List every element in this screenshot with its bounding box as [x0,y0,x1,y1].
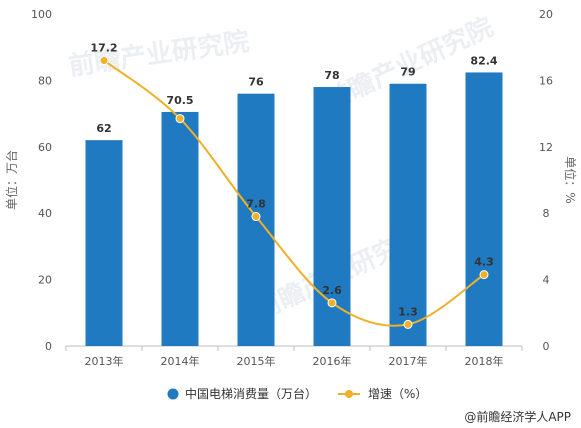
line-value-label: 4.3 [474,256,494,269]
x-tick-label: 2014年 [161,354,200,368]
bar [85,140,123,346]
y-right-tick-label: 16 [539,74,553,87]
y-left-tick-label: 40 [38,207,52,220]
bar-series [85,72,503,347]
y-right-tick-label: 12 [539,141,553,154]
bar-value-label: 82.4 [470,54,497,67]
y-left-axis-title: 单位：万台 [4,150,19,210]
x-tick-label: 2016年 [313,354,352,368]
legend-line-label: 增速（%） [368,387,427,401]
line-point [403,319,413,329]
line-value-label: 2.6 [322,284,342,297]
line-point [251,212,261,222]
line-value-label: 7.8 [246,198,266,211]
y-left-tick-label: 80 [38,74,52,87]
x-tick-label: 2017年 [389,354,428,368]
x-tick-label: 2018年 [465,354,504,368]
line-series [99,55,489,329]
bar [389,83,427,346]
y-left-tick-label: 0 [45,340,52,353]
line-value-label: 17.2 [90,41,117,54]
y-right-tick-label: 0 [543,340,550,353]
bar [161,111,199,346]
credit-text: @前瞻经济学人APP [464,409,571,424]
line-value-label: 1.3 [398,305,418,318]
axes: 2013年 2014年 2015年 2016年 2017年 2018年0204060801… [4,8,578,368]
bar-value-labels: 62 70.5 76 78 79 82.4 [96,54,498,135]
y-left-tick-label: 60 [38,141,52,154]
x-tick-label: 2013年 [85,354,124,368]
bar-value-label: 70.5 [166,94,193,107]
bar-value-label: 79 [400,66,415,79]
bar-value-label: 78 [324,69,339,82]
y-left-tick-label: 20 [38,274,52,287]
y-right-tick-label: 8 [543,207,550,220]
line-value-labels: 17.2 7.8 2.6 1.3 4.3 [90,41,493,318]
bar-value-label: 62 [96,122,111,135]
line-point [99,55,109,65]
line-point [479,270,489,280]
bar-value-label: 76 [248,76,264,89]
y-right-tick-label: 4 [543,274,550,287]
legend-bar-label: 中国电梯消费量（万台） [185,386,317,401]
y-left-tick-label: 100 [31,8,52,21]
y-right-axis-title: 单位：% [563,156,578,203]
line-point [175,114,185,124]
legend-line-marker [345,390,353,398]
x-tick-label: 2015年 [237,354,276,368]
y-right-tick-label: 20 [539,8,553,21]
legend-bar-swatch [167,388,179,400]
legend: 中国电梯消费量（万台） 增速（%） [167,386,427,401]
line-point [327,298,337,308]
bar [465,72,503,346]
watermark-layer: 前瞻产业研究院前瞻产业研究院前瞻产业研究院 [67,11,498,326]
